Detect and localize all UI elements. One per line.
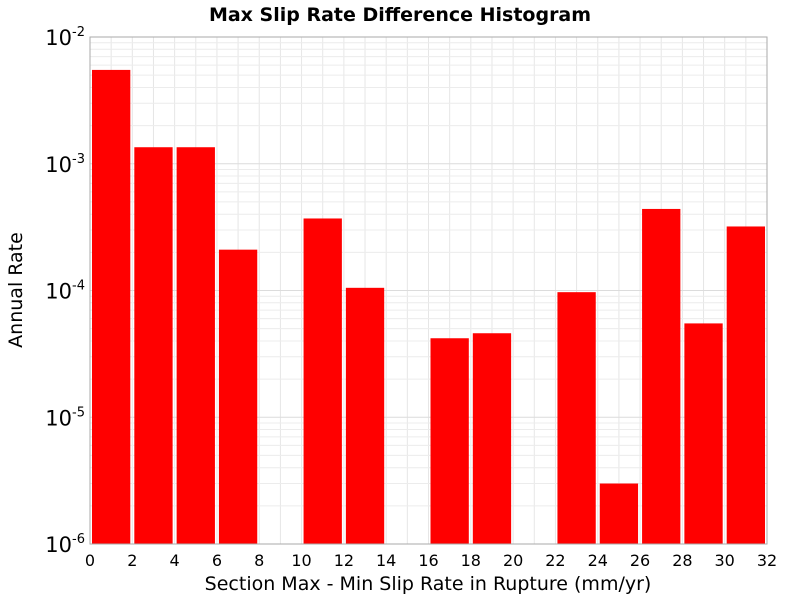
bar-bin-12 [599,483,639,544]
x-tick-label: 0 [85,551,95,570]
x-tick-label: 18 [461,551,481,570]
y-axis-label: Annual Rate [5,232,27,348]
y-tick-labels: 10-610-510-410-310-2 [45,25,85,557]
y-tick-exponent: -6 [72,532,85,547]
x-tick-label: 12 [334,551,354,570]
x-tick-label: 28 [672,551,692,570]
bar-bin-2 [176,147,215,544]
x-tick-label: 6 [212,551,222,570]
bar-bin-5 [303,218,342,544]
y-tick-exponent: -3 [72,152,85,167]
chart-title: Max Slip Rate Difference Histogram [209,4,591,26]
y-tick-label: 10 [45,533,72,557]
y-tick-exponent: -2 [72,25,85,40]
bar-bin-6 [345,287,385,544]
bar-bin-3 [218,249,258,545]
bar-bin-11 [557,292,596,544]
y-tick-label: 10 [45,280,72,304]
x-tick-label: 8 [254,551,264,570]
y-tick-exponent: -4 [72,279,85,294]
x-tick-label: 30 [715,551,735,570]
bar-bin-0 [92,69,131,544]
x-tick-label: 2 [127,551,137,570]
x-tick-label: 24 [588,551,608,570]
bars [92,69,765,545]
x-tick-label: 16 [418,551,438,570]
y-tick-label: 10 [45,406,72,430]
x-tick-label: 26 [630,551,650,570]
x-tick-labels: 0 2 4 6 8 10 12 14 16 18 20 22 24 26 28 30 32 [85,551,777,570]
bar-bin-1 [134,147,173,544]
y-tick-exponent: -5 [72,405,85,420]
x-axis-label: Section Max - Min Slip Rate in Rupture (… [205,573,652,595]
bar-bin-15 [726,226,765,545]
bar-bin-14 [684,323,723,544]
bar-bin-9 [472,333,512,544]
y-tick-label: 10 [45,153,72,177]
x-tick-label: 10 [291,551,311,570]
x-tick-label: 22 [545,551,565,570]
bar-bin-13 [642,208,681,544]
x-tick-label: 4 [170,551,180,570]
plot-border [89,36,768,545]
x-tick-label: 20 [503,551,523,570]
x-tick-label: 14 [376,551,396,570]
y-tick-label: 10 [45,26,72,50]
x-tick-label: 32 [757,551,777,570]
bar-bin-8 [430,338,469,544]
